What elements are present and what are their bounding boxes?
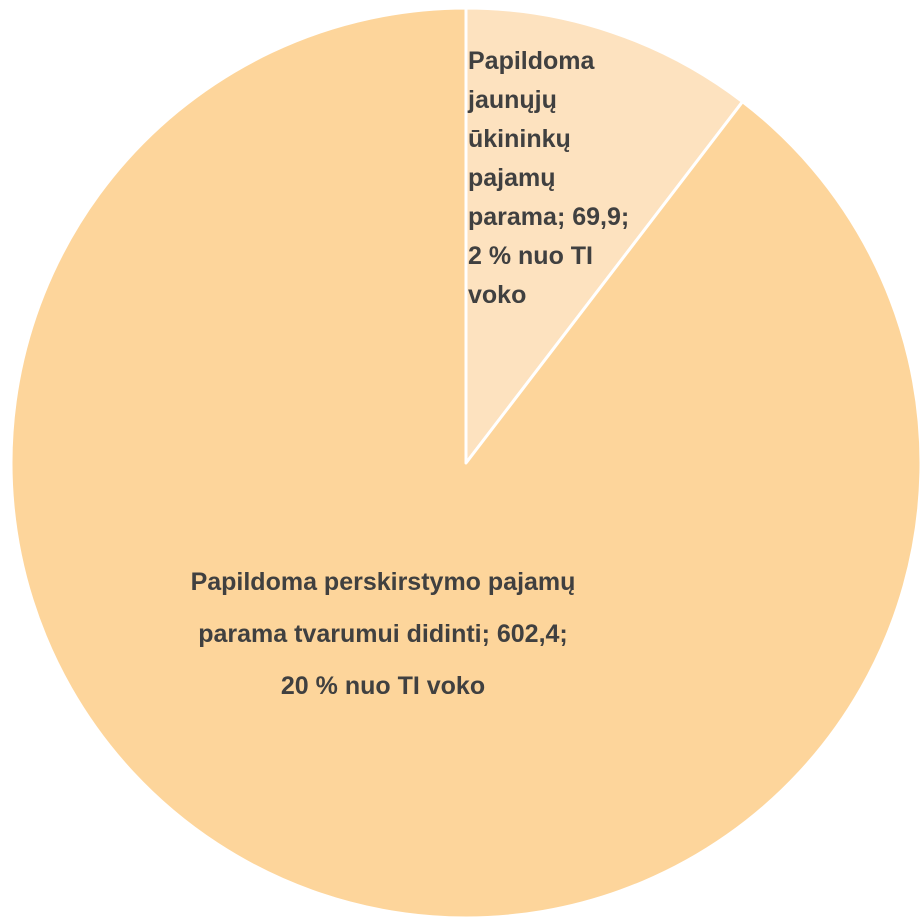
- pie-slice: [464, 6, 745, 465]
- data-label: Papildoma jaunųjų ūkininkų pajamų parama…: [468, 47, 630, 309]
- data-label: Papildoma perskirstymo pajamų parama tva…: [190, 568, 576, 700]
- pie-slice: [9, 6, 922, 920]
